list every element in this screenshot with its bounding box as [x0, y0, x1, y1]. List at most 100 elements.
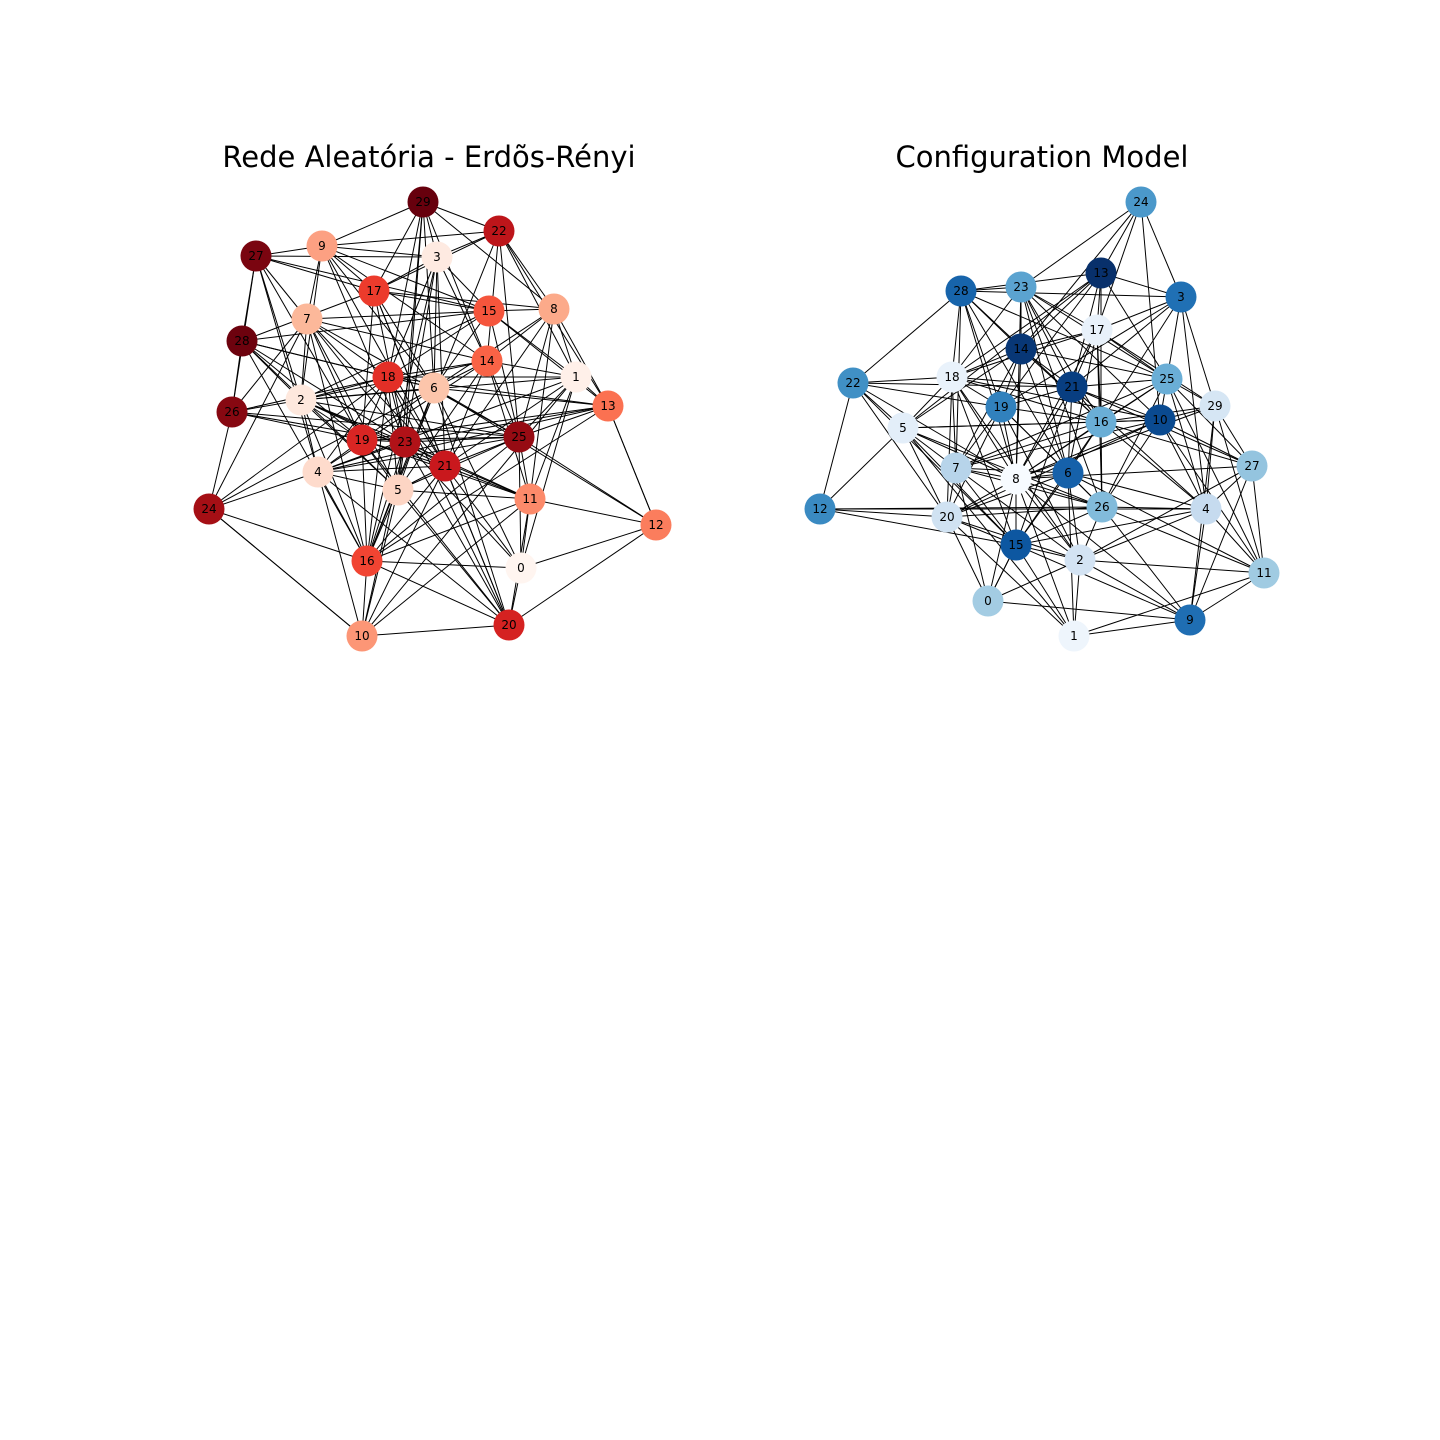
cm-edge-2-9 [1079, 559, 1191, 621]
er-edge-1-10 [361, 376, 577, 637]
cm-edge-21-4 [1071, 386, 1207, 510]
cm-edge-20-0 [946, 516, 989, 602]
cm-node-label-3: 3 [1177, 290, 1185, 304]
er-node-label-0: 0 [517, 561, 525, 575]
cm-edge-13-18 [951, 272, 1102, 378]
cm-edge-25-26 [1101, 378, 1168, 508]
er-node-9 [306, 230, 338, 262]
er-node-label-3: 3 [433, 250, 441, 264]
cm-edge-6-20 [946, 472, 1069, 518]
cm-edge-1-11 [1073, 572, 1265, 637]
cm-node-27 [1236, 450, 1268, 482]
er-node-0 [505, 552, 537, 584]
er-node-label-22: 22 [491, 224, 506, 238]
cm-edge-16-8 [1015, 421, 1102, 480]
cm-edge-5-12 [819, 427, 904, 510]
er-edge-2-25 [300, 399, 520, 438]
cm-edge-29-11 [1214, 405, 1265, 574]
cm-edge-2-11 [1079, 559, 1265, 574]
er-edge-21-16 [366, 465, 446, 562]
cm-edge-24-17 [1096, 201, 1142, 331]
er-node-7 [291, 303, 323, 335]
er-node-18 [372, 361, 404, 393]
cm-edge-21-25 [1071, 378, 1168, 388]
er-edge-9-21 [321, 245, 446, 467]
cm-edge-8-2 [1015, 478, 1081, 561]
cm-edges [819, 201, 1265, 637]
cm-node-19 [985, 391, 1017, 423]
cm-edge-7-15 [955, 467, 1017, 546]
cm-edge-6-11 [1067, 472, 1265, 574]
er-node-label-15: 15 [481, 304, 496, 318]
er-edge-11-12 [529, 498, 657, 526]
cm-edge-22-19 [852, 382, 1002, 408]
cm-node-3 [1165, 281, 1197, 313]
cm-edge-20-1 [946, 516, 1075, 637]
cm-node-13 [1085, 257, 1117, 289]
er-edge-27-2 [255, 255, 302, 401]
er-edge-26-24 [208, 411, 233, 510]
cm-node-label-15: 15 [1008, 538, 1023, 552]
er-edge-5-11 [397, 489, 531, 500]
er-node-label-6: 6 [430, 381, 438, 395]
er-edge-15-6 [433, 310, 490, 389]
er-edge-9-14 [321, 245, 488, 362]
er-node-label-23: 23 [397, 435, 412, 449]
er-edge-13-25 [518, 405, 609, 438]
er-edge-3-21 [436, 256, 446, 467]
cm-node-label-19: 19 [993, 400, 1008, 414]
er-node-28 [226, 325, 258, 357]
er-node-label-2: 2 [297, 393, 305, 407]
er-node-13 [592, 390, 624, 422]
er-edge-28-16 [241, 340, 368, 562]
cm-edge-20-26 [946, 506, 1103, 518]
cm-edge-23-10 [1020, 286, 1161, 421]
cm-node-6 [1052, 457, 1084, 489]
er-edge-7-23 [306, 318, 406, 443]
cm-node-26 [1086, 491, 1118, 523]
cm-edge-14-6 [1020, 348, 1069, 474]
cm-edge-17-29 [1096, 329, 1216, 407]
cm-node-label-16: 16 [1093, 415, 1108, 429]
er-node-29 [407, 186, 439, 218]
cm-node-22 [837, 367, 869, 399]
er-edge-17-19 [361, 290, 375, 441]
cm-edge-3-21 [1071, 296, 1182, 388]
cm-edge-22-12 [819, 382, 854, 510]
er-node-label-1: 1 [572, 370, 580, 384]
er-edge-8-25 [518, 308, 555, 438]
er-node-label-5: 5 [394, 483, 402, 497]
er-edge-7-5 [306, 318, 399, 491]
cm-node-20 [931, 501, 963, 533]
cm-nodes: 0123456789101112131415161718192021222324… [804, 186, 1280, 652]
er-node-label-24: 24 [201, 502, 216, 516]
er-edge-19-25 [361, 436, 520, 441]
er-edge-8-21 [444, 308, 555, 467]
cm-edge-3-29 [1180, 296, 1216, 407]
er-edge-27-17 [255, 255, 375, 292]
er-edge-6-0 [433, 387, 522, 569]
er-edge-17-6 [373, 290, 435, 389]
er-node-label-8: 8 [550, 302, 558, 316]
er-edge-23-0 [404, 441, 522, 569]
cm-edge-18-10 [951, 376, 1161, 421]
cm-node-label-4: 4 [1202, 502, 1210, 516]
er-edge-4-21 [317, 465, 446, 473]
cm-node-8 [1000, 463, 1032, 495]
cm-node-label-27: 27 [1244, 459, 1259, 473]
cm-node-label-0: 0 [984, 594, 992, 608]
cm-edge-5-20 [902, 427, 948, 518]
cm-node-21 [1056, 371, 1088, 403]
cm-panel-title: Configuration Model [896, 140, 1189, 174]
er-edge-15-2 [300, 310, 490, 401]
cm-node-15 [1000, 529, 1032, 561]
er-edge-15-18 [387, 310, 490, 378]
er-node-19 [346, 424, 378, 456]
cm-edge-3-4 [1180, 296, 1207, 510]
er-edge-2-16 [300, 399, 368, 562]
cm-node-label-26: 26 [1094, 500, 1109, 514]
er-edge-17-8 [373, 290, 555, 310]
er-edge-26-7 [231, 318, 308, 413]
er-edge-24-7 [208, 318, 308, 510]
cm-node-label-8: 8 [1012, 472, 1020, 486]
